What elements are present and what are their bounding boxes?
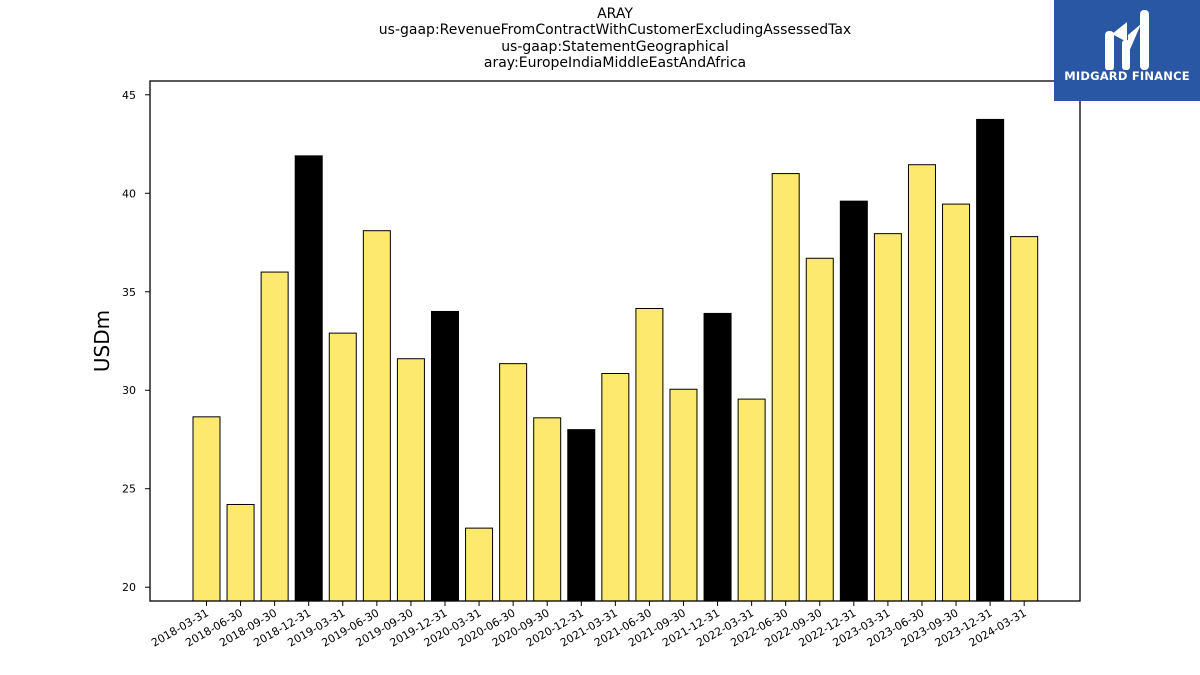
y-tick-label: 30	[122, 384, 136, 397]
bars-group	[192, 118, 1039, 602]
bar-2020-06-30	[499, 363, 528, 602]
bar-2019-09-30	[396, 358, 425, 602]
bar-2022-06-30	[771, 173, 800, 602]
bar-2020-12-31	[567, 429, 596, 602]
midgard-finance-logo: MIDGARD FINANCE	[1054, 0, 1200, 101]
bar-2018-09-30	[260, 271, 289, 602]
bar-2018-12-31	[294, 155, 323, 602]
bar-2018-06-30	[226, 503, 255, 602]
bar-2019-12-31	[430, 310, 459, 602]
y-tick-label: 45	[122, 89, 136, 102]
bar-2023-03-31	[873, 233, 902, 602]
bar-2023-12-31	[976, 118, 1005, 602]
bar-2020-03-31	[465, 527, 494, 602]
x-axis: 2018-03-312018-06-302018-09-302018-12-31…	[149, 601, 1029, 650]
bar-2024-03-31	[1010, 236, 1039, 602]
chart-title-line-1: ARAY	[597, 6, 633, 22]
chart-title-line-3: us-gaap:StatementGeographical	[501, 38, 729, 55]
bar-2020-09-30	[533, 417, 562, 602]
y-tick-label: 40	[122, 187, 136, 200]
y-tick-label: 25	[122, 483, 136, 496]
chart-title-line-4: aray:EuropeIndiaMiddleEastAndAfrica	[483, 54, 747, 71]
chart-title: ARAY us-gaap:RevenueFromContractWithCust…	[150, 6, 1080, 71]
bar-2022-03-31	[737, 398, 766, 602]
bar-2022-12-31	[839, 200, 868, 602]
bar-2023-06-30	[907, 164, 936, 602]
bar-2019-03-31	[328, 332, 357, 602]
y-axis: 20 25 30 35 40 45	[122, 89, 150, 594]
logo-text: MIDGARD FINANCE	[1064, 69, 1190, 83]
bar-2022-09-30	[805, 257, 834, 602]
bar-2018-03-31	[192, 416, 221, 602]
logo-mark-icon	[1105, 10, 1149, 70]
bar-2019-06-30	[362, 230, 391, 602]
chart-title-line-2: us-gaap:RevenueFromContractWithCustomerE…	[378, 22, 852, 39]
bar-2023-09-30	[942, 203, 971, 602]
y-tick-label: 35	[122, 286, 136, 299]
bar-2021-06-30	[635, 308, 664, 602]
bar-2021-12-31	[703, 312, 732, 602]
y-tick-label: 20	[122, 581, 136, 594]
bar-2021-09-30	[669, 388, 698, 602]
bar-2021-03-31	[601, 373, 630, 602]
y-axis-label: USDm	[90, 310, 114, 372]
